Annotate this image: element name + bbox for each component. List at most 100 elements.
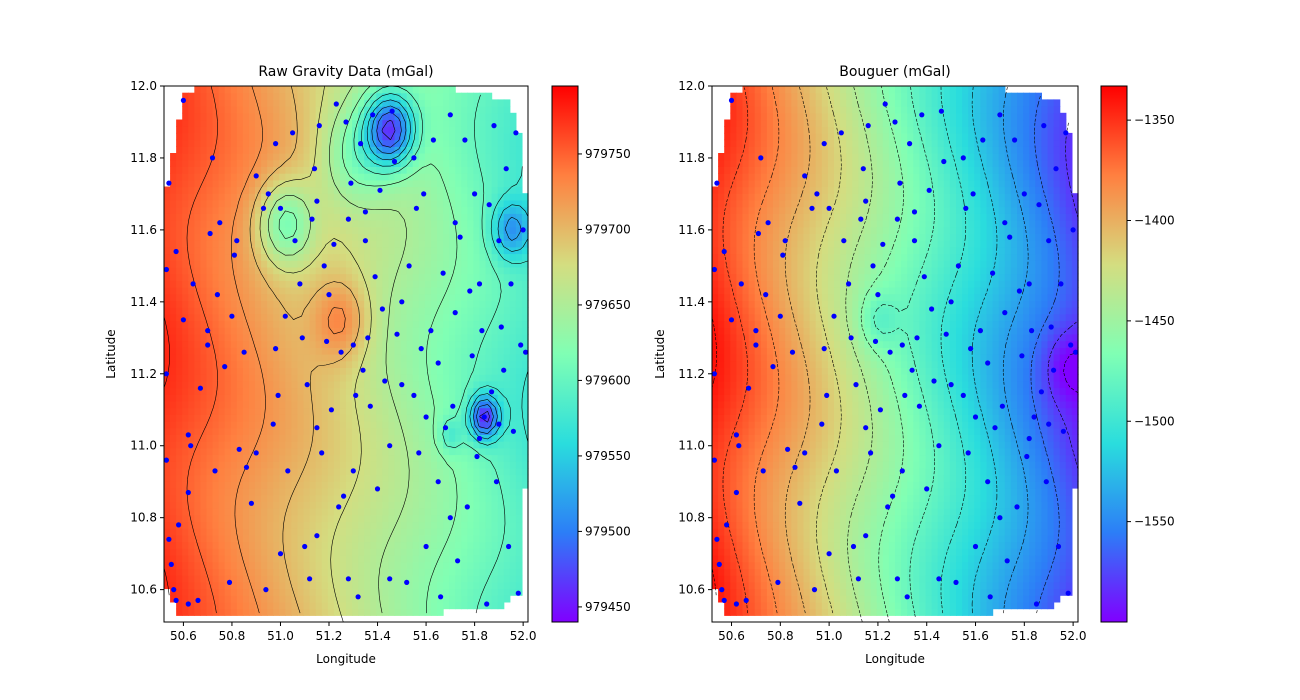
heatmap-cell xyxy=(449,474,456,482)
heatmap-cell xyxy=(327,240,335,248)
x-tick-label: 51.2 xyxy=(316,629,343,643)
heatmap-cell xyxy=(388,548,396,556)
heatmap-cell xyxy=(491,226,499,234)
heatmap-cell xyxy=(443,514,450,523)
heatmap-cell xyxy=(394,494,402,502)
heatmap-cell xyxy=(509,588,517,596)
station-point xyxy=(430,137,436,143)
heatmap-cell xyxy=(255,240,262,248)
heatmap-cell xyxy=(188,260,195,268)
heatmap-cell xyxy=(430,327,438,335)
station-point xyxy=(297,281,303,287)
heatmap-cell xyxy=(352,206,359,214)
heatmap-cell xyxy=(236,159,244,167)
heatmap-cell xyxy=(297,112,305,121)
heatmap-cell xyxy=(473,461,481,469)
heatmap-cell xyxy=(455,400,462,409)
heatmap-cell xyxy=(315,173,323,181)
heatmap-cell xyxy=(315,193,323,201)
station-point xyxy=(316,123,322,129)
heatmap-cell xyxy=(485,534,493,543)
heatmap-cell xyxy=(182,481,189,489)
heatmap-cell xyxy=(236,112,244,121)
heatmap-cell xyxy=(412,240,420,248)
heatmap-cell xyxy=(303,474,311,482)
heatmap-cell xyxy=(218,354,226,362)
heatmap-cell xyxy=(303,166,311,174)
heatmap-cell xyxy=(321,246,329,255)
heatmap-cell xyxy=(267,132,274,141)
heatmap-cell xyxy=(242,333,250,342)
heatmap-cell xyxy=(194,555,201,563)
heatmap-cell xyxy=(242,608,250,616)
heatmap-cell xyxy=(267,354,274,362)
heatmap-cell xyxy=(333,186,341,194)
heatmap-cell xyxy=(358,260,365,268)
heatmap-cell xyxy=(333,153,341,161)
heatmap-cell xyxy=(491,561,499,569)
heatmap-cell xyxy=(509,360,517,368)
heatmap-cell xyxy=(503,581,511,590)
heatmap-cell xyxy=(376,461,383,469)
heatmap-cell xyxy=(261,434,268,442)
heatmap-cell xyxy=(437,139,444,147)
heatmap-cell xyxy=(206,561,214,569)
heatmap-cell xyxy=(212,575,220,583)
heatmap-cell xyxy=(242,374,250,382)
heatmap-cell xyxy=(370,374,377,382)
heatmap-cell xyxy=(479,441,487,449)
heatmap-cell xyxy=(200,488,208,496)
heatmap-cell xyxy=(406,199,414,208)
heatmap-cell xyxy=(273,588,280,596)
heatmap-cell xyxy=(394,327,402,335)
heatmap-cell xyxy=(303,387,311,395)
heatmap-cell xyxy=(182,501,189,509)
heatmap-cell xyxy=(273,287,280,295)
heatmap-cell xyxy=(400,387,408,395)
heatmap-cell xyxy=(170,273,177,281)
heatmap-cell xyxy=(242,360,250,368)
heatmap-cell xyxy=(406,139,414,147)
heatmap-cell xyxy=(279,494,286,502)
heatmap-cell xyxy=(188,307,195,315)
heatmap-cell xyxy=(273,434,280,442)
heatmap-cell xyxy=(297,253,305,261)
heatmap-cell xyxy=(467,561,474,569)
heatmap-cell xyxy=(424,434,432,442)
heatmap-cell xyxy=(418,568,426,576)
heatmap-cell xyxy=(485,501,493,509)
heatmap-cell xyxy=(218,186,226,194)
heatmap-cell xyxy=(285,541,292,549)
heatmap-cell xyxy=(339,106,347,114)
heatmap-cell xyxy=(339,287,347,295)
heatmap-cell xyxy=(339,166,347,174)
heatmap-cell xyxy=(170,421,177,429)
heatmap-cell xyxy=(321,179,329,188)
heatmap-cell xyxy=(200,280,208,288)
heatmap-cell xyxy=(224,86,232,94)
heatmap-cell xyxy=(327,266,335,275)
heatmap-cell xyxy=(339,119,347,127)
heatmap-cell xyxy=(358,106,365,114)
heatmap-cell xyxy=(521,360,529,368)
heatmap-cell xyxy=(503,467,511,476)
heatmap-cell xyxy=(297,407,305,415)
heatmap-cell xyxy=(479,481,487,489)
heatmap-cell xyxy=(461,394,468,402)
heatmap-cell xyxy=(315,166,323,174)
heatmap-cell xyxy=(285,112,292,121)
bouguer-heatmap xyxy=(712,86,1079,616)
heatmap-cell xyxy=(170,514,177,523)
heatmap-cell xyxy=(291,367,299,375)
heatmap-cell xyxy=(200,199,208,208)
heatmap-cell xyxy=(242,159,250,167)
heatmap-cell xyxy=(218,92,226,100)
heatmap-cell xyxy=(497,226,505,234)
heatmap-cell xyxy=(370,588,377,596)
heatmap-cell xyxy=(370,106,377,114)
heatmap-cell xyxy=(176,467,183,476)
heatmap-cell xyxy=(236,246,244,255)
heatmap-cell xyxy=(455,541,462,549)
heatmap-cell xyxy=(364,139,371,147)
heatmap-cell xyxy=(248,260,256,268)
